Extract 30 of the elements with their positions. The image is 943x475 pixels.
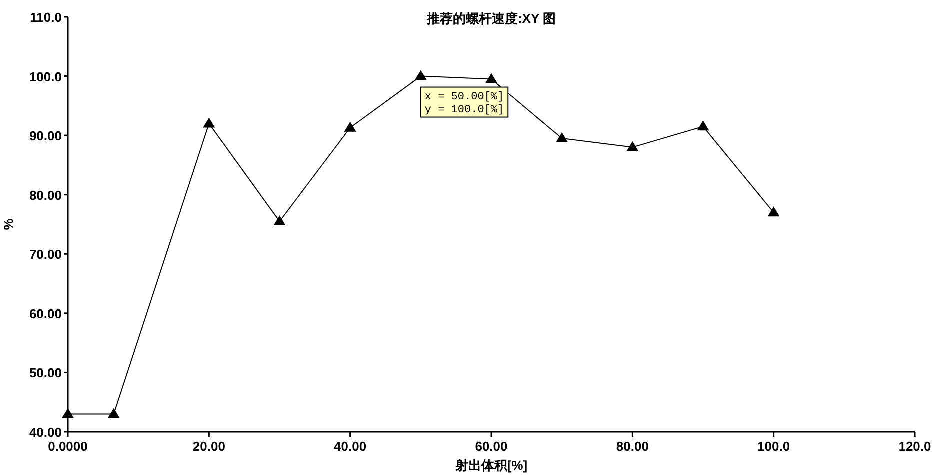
y-tick-label: 70.00 xyxy=(29,247,62,262)
point xyxy=(556,132,568,143)
point xyxy=(108,408,120,418)
point xyxy=(62,408,74,418)
point xyxy=(768,206,780,217)
x-tick-label: 40.00 xyxy=(334,439,367,454)
y-tick-label: 60.00 xyxy=(29,306,62,322)
annotation: x = 50.00[%] y = 100.0[%] xyxy=(424,91,504,116)
x-tick-label: 60.00 xyxy=(475,439,508,454)
x-tick-label: 0.0000 xyxy=(48,439,88,454)
y-tick-label: 100.0 xyxy=(29,69,62,84)
point xyxy=(274,216,286,226)
point xyxy=(414,70,427,80)
x-tick-label: 120.0 xyxy=(898,439,932,454)
point xyxy=(626,141,639,152)
y-tick-label: 50.00 xyxy=(29,366,62,381)
y-axis-title: % xyxy=(1,218,16,230)
x-tick-label: 100.0 xyxy=(758,439,790,454)
y-tick-label: 80.00 xyxy=(29,188,62,203)
x-axis-title: 射出体积[%] xyxy=(454,458,528,473)
x-tick-label: 80.00 xyxy=(616,439,649,454)
y-tick-label: 110.0 xyxy=(30,10,62,25)
point xyxy=(697,120,710,131)
point xyxy=(486,73,498,84)
y-tick-label: 90.00 xyxy=(29,128,62,144)
point xyxy=(203,118,216,128)
point xyxy=(344,122,356,132)
chart-title: 推荐的螺杆速度:XY 图 xyxy=(426,11,556,26)
y-tick-label: 40.00 xyxy=(29,425,62,440)
x-tick-label: 20.00 xyxy=(192,439,226,454)
